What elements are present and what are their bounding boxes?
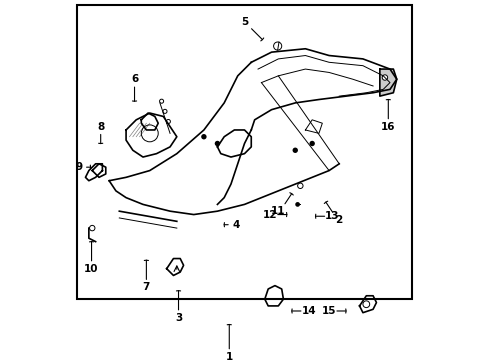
Text: 4: 4 [232, 220, 239, 230]
Text: 5: 5 [241, 17, 247, 27]
Text: 15: 15 [321, 306, 336, 316]
Text: 3: 3 [175, 313, 182, 323]
Text: 16: 16 [380, 122, 395, 132]
Text: 11: 11 [270, 206, 285, 216]
Text: 10: 10 [84, 264, 99, 274]
Circle shape [201, 134, 206, 139]
Text: 13: 13 [325, 211, 339, 221]
Circle shape [214, 141, 220, 146]
Circle shape [295, 202, 299, 207]
Text: 1: 1 [225, 352, 232, 360]
Text: 8: 8 [97, 122, 104, 132]
Text: 12: 12 [262, 210, 277, 220]
Circle shape [292, 148, 297, 153]
Text: 14: 14 [301, 306, 315, 316]
Text: 2: 2 [335, 215, 342, 225]
Text: 7: 7 [142, 282, 150, 292]
Text: 9: 9 [75, 162, 82, 172]
Circle shape [309, 141, 314, 146]
Text: 6: 6 [131, 74, 138, 84]
Polygon shape [379, 69, 396, 96]
Circle shape [382, 75, 387, 80]
